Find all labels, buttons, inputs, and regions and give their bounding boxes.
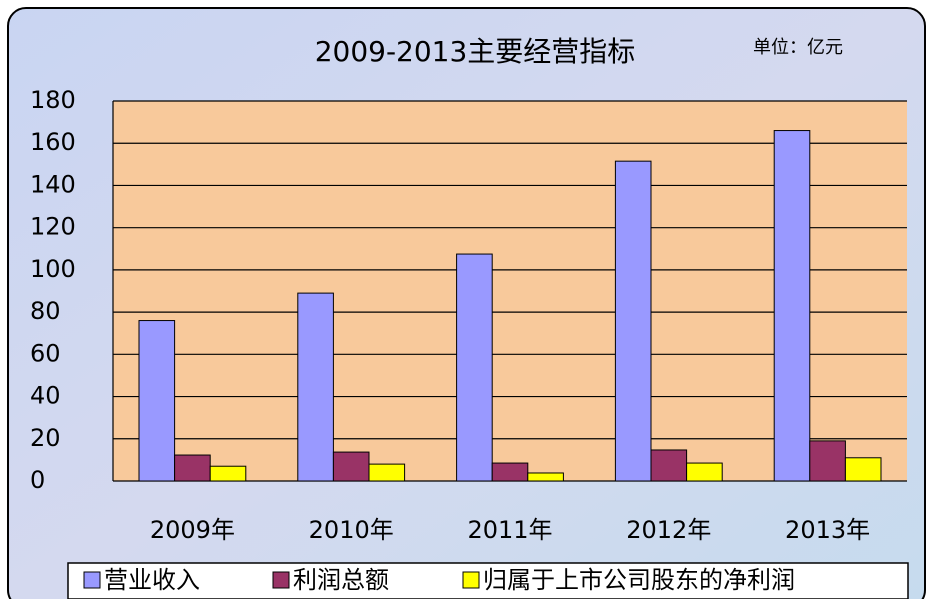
bar xyxy=(297,292,334,482)
y-tick-label: 140 xyxy=(30,170,76,198)
y-tick-label: 120 xyxy=(30,213,76,241)
bar xyxy=(209,465,247,482)
y-tick-label: 0 xyxy=(30,466,45,494)
y-tick-label: 100 xyxy=(30,255,76,283)
legend-marker xyxy=(462,571,480,589)
bar xyxy=(138,320,176,482)
legend-marker xyxy=(272,571,290,589)
unit-label: 单位：亿元 xyxy=(753,37,843,58)
x-tick-label: 2009年 xyxy=(150,516,235,544)
y-tick-label: 80 xyxy=(30,297,61,325)
x-tick-label: 2011年 xyxy=(467,516,552,544)
x-tick-label: 2012年 xyxy=(626,516,711,544)
bar xyxy=(844,457,882,482)
x-tick-label: 2010年 xyxy=(309,516,394,544)
bar xyxy=(809,440,846,482)
bar xyxy=(332,451,370,482)
y-tick-label: 60 xyxy=(30,339,61,367)
legend-marker xyxy=(83,571,101,589)
x-tick-label: 2013年 xyxy=(785,516,870,544)
legend-label: 营业收入 xyxy=(104,566,200,594)
bar xyxy=(368,463,406,482)
bar xyxy=(650,449,688,482)
legend-label: 利润总额 xyxy=(293,566,389,594)
bar xyxy=(527,472,564,482)
bar xyxy=(456,253,493,482)
chart-title: 2009-2013主要经营指标 xyxy=(315,35,636,68)
y-tick-label: 20 xyxy=(30,424,61,452)
bar xyxy=(174,454,211,482)
bar xyxy=(491,462,529,482)
bar xyxy=(686,462,723,482)
bar xyxy=(614,160,652,482)
legend-label: 归属于上市公司股东的净利润 xyxy=(483,566,795,594)
y-tick-label: 40 xyxy=(30,382,61,410)
legend-box xyxy=(67,562,909,599)
y-tick-label: 160 xyxy=(30,128,76,156)
y-tick-label: 180 xyxy=(30,86,76,114)
bar xyxy=(773,130,811,482)
